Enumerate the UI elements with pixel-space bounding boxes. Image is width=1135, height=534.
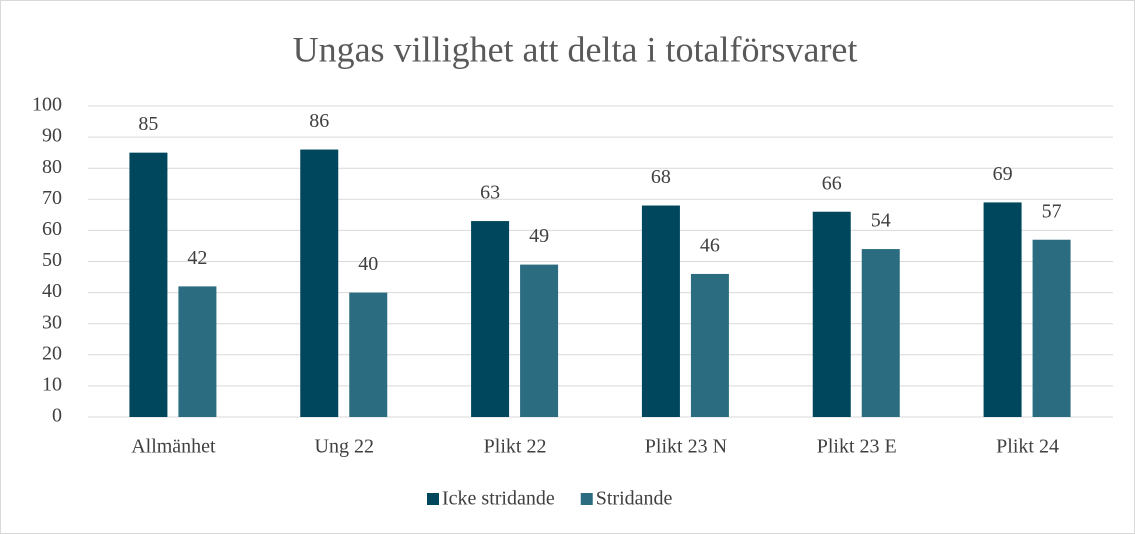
legend-label: Stridande bbox=[596, 488, 673, 510]
value-label: 42 bbox=[187, 247, 207, 269]
x-tick-label: Plikt 23 E bbox=[817, 436, 897, 458]
x-tick-label: Plikt 23 N bbox=[645, 436, 727, 458]
bar bbox=[812, 211, 851, 417]
value-label: 69 bbox=[993, 163, 1013, 185]
bar bbox=[641, 205, 680, 417]
bar bbox=[861, 249, 900, 417]
y-tick-label: 80 bbox=[42, 156, 62, 178]
value-label: 68 bbox=[651, 166, 671, 188]
bar bbox=[129, 152, 168, 417]
bar bbox=[1032, 239, 1071, 417]
x-tick-label: Plikt 24 bbox=[996, 436, 1059, 458]
y-tick-label: 100 bbox=[32, 94, 62, 116]
y-tick-label: 40 bbox=[42, 280, 62, 302]
value-label: 86 bbox=[309, 110, 329, 132]
chart-title: Ungas villighet att delta i totalförsvar… bbox=[293, 29, 858, 69]
value-label: 85 bbox=[138, 113, 158, 135]
x-tick-label: Plikt 22 bbox=[484, 436, 547, 458]
y-tick-label: 60 bbox=[42, 218, 62, 240]
y-tick-label: 10 bbox=[42, 373, 62, 395]
bar bbox=[178, 286, 217, 417]
bar bbox=[349, 292, 388, 417]
y-tick-label: 20 bbox=[42, 342, 62, 364]
bar bbox=[471, 221, 510, 417]
y-tick-label: 0 bbox=[52, 405, 62, 427]
x-tick-label: Ung 22 bbox=[315, 436, 374, 458]
legend-swatch bbox=[580, 493, 593, 505]
x-tick-label: Allmänhet bbox=[131, 436, 216, 458]
value-label: 57 bbox=[1042, 200, 1062, 222]
value-label: 54 bbox=[871, 210, 891, 232]
y-tick-label: 50 bbox=[42, 249, 62, 271]
value-label: 63 bbox=[480, 182, 500, 204]
y-tick-label: 30 bbox=[42, 311, 62, 333]
bar bbox=[520, 264, 559, 417]
bar bbox=[983, 202, 1022, 417]
value-label: 46 bbox=[700, 235, 720, 257]
legend-label: Icke stridande bbox=[442, 488, 555, 510]
value-label: 49 bbox=[529, 225, 549, 247]
value-label: 40 bbox=[358, 253, 378, 275]
bar bbox=[690, 273, 729, 417]
y-tick-label: 70 bbox=[42, 187, 62, 209]
value-label: 66 bbox=[822, 172, 842, 194]
y-tick-label: 90 bbox=[42, 125, 62, 147]
bar bbox=[300, 149, 339, 418]
legend-swatch bbox=[427, 493, 439, 505]
